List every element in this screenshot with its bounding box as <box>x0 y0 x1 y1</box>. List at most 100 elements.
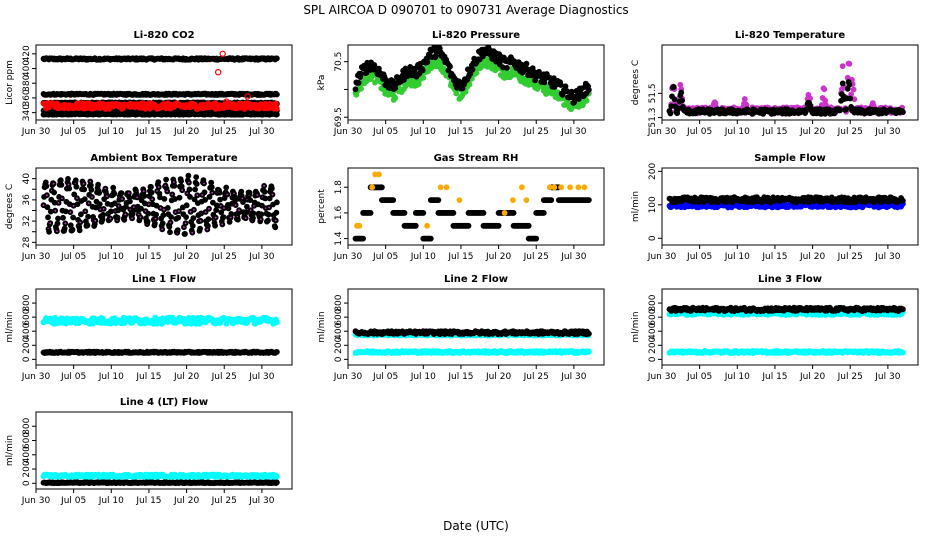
data-point <box>234 204 237 207</box>
sample-plot-frame <box>661 167 919 246</box>
y-tick-label: 40 <box>22 173 32 185</box>
ambient-marks <box>40 172 280 237</box>
y-tick-label: 340 <box>22 104 32 121</box>
x-tick-label: Jul 10 <box>410 127 436 137</box>
data-point <box>84 210 87 213</box>
x-tick-label: Jul 30 <box>248 252 274 262</box>
data-point <box>466 81 473 88</box>
data-point <box>229 216 232 219</box>
data-point <box>273 100 279 107</box>
data-point <box>501 209 508 216</box>
x-tick-label: Jul 10 <box>98 372 124 382</box>
data-point <box>375 171 382 178</box>
data-point <box>136 196 139 199</box>
data-point <box>259 218 262 221</box>
data-point <box>678 89 685 96</box>
line1-marks <box>40 314 280 356</box>
x-tick-label: Jul 05 <box>686 252 712 262</box>
y-tick-label: 360 <box>22 89 32 106</box>
data-point <box>118 190 125 196</box>
y-tick-label: 380 <box>22 74 32 91</box>
data-point <box>400 77 407 83</box>
data-point <box>148 183 154 190</box>
data-point <box>191 196 198 203</box>
data-point <box>127 192 130 195</box>
data-point <box>66 185 73 192</box>
x-tick-label: Jul 10 <box>410 252 436 262</box>
data-point <box>360 235 366 242</box>
data-point <box>271 193 274 196</box>
data-point <box>175 214 182 221</box>
data-point <box>73 183 80 190</box>
y-tick-label: 36 <box>22 194 32 206</box>
x-tick-label: Jul 30 <box>248 372 274 382</box>
data-point <box>45 214 51 221</box>
data-point <box>174 211 177 214</box>
data-point <box>523 60 530 67</box>
line1-series-black <box>40 348 280 356</box>
data-point <box>153 211 159 218</box>
data-point <box>263 185 265 187</box>
x-tick-label: Jul 30 <box>248 127 274 137</box>
data-point <box>167 229 173 236</box>
data-point <box>206 228 209 231</box>
data-point <box>85 213 91 220</box>
data-point <box>49 222 52 225</box>
y-tick-label: 400 <box>22 322 32 339</box>
data-point <box>266 195 273 202</box>
data-point <box>667 110 674 117</box>
data-point <box>166 190 169 193</box>
data-point <box>183 202 190 209</box>
temp-series-black <box>666 79 906 117</box>
data-point <box>95 181 101 188</box>
ambient-plot-frame <box>35 167 293 246</box>
data-point <box>846 60 853 67</box>
co2-series-sample <box>40 100 280 112</box>
pressure-marks <box>352 45 592 113</box>
data-point <box>205 216 212 222</box>
data-point <box>79 221 82 224</box>
data-point <box>187 193 193 200</box>
data-point <box>189 222 196 229</box>
data-point <box>69 211 72 214</box>
x-tick-label: Jul 05 <box>60 127 86 137</box>
x-tick-label: Jul 30 <box>874 127 900 137</box>
line1-series-cyan <box>40 314 280 327</box>
x-tick-label: Jul 25 <box>523 252 549 262</box>
data-point <box>671 96 678 103</box>
data-point <box>145 210 152 217</box>
data-point <box>424 59 431 66</box>
ambient-ylabel: degrees C <box>5 184 15 229</box>
data-point <box>55 215 61 222</box>
data-point <box>218 209 225 216</box>
x-tick-label: Jun 30 <box>21 127 51 137</box>
data-point <box>204 211 207 213</box>
data-point <box>575 96 582 102</box>
data-point <box>111 190 118 197</box>
x-tick-label: Jul 20 <box>173 372 199 382</box>
data-point <box>148 189 155 196</box>
data-point <box>174 227 181 233</box>
data-point <box>272 224 279 231</box>
x-tick-label: Jul 05 <box>60 252 86 262</box>
data-point <box>670 84 677 90</box>
data-point <box>246 189 253 196</box>
data-point <box>821 86 828 93</box>
co2-series-level 365 <box>40 90 280 98</box>
data-point <box>58 181 65 188</box>
data-point <box>182 230 188 237</box>
line2-series-cyan <box>352 348 592 356</box>
data-point <box>352 86 359 93</box>
data-point <box>415 81 422 87</box>
data-point <box>450 209 457 216</box>
sample-marks <box>666 194 906 211</box>
data-point <box>261 188 268 195</box>
data-point <box>81 186 88 193</box>
data-point <box>208 184 215 191</box>
data-point <box>258 211 265 218</box>
data-point <box>117 205 120 207</box>
data-point <box>208 207 210 210</box>
data-point <box>190 215 197 221</box>
